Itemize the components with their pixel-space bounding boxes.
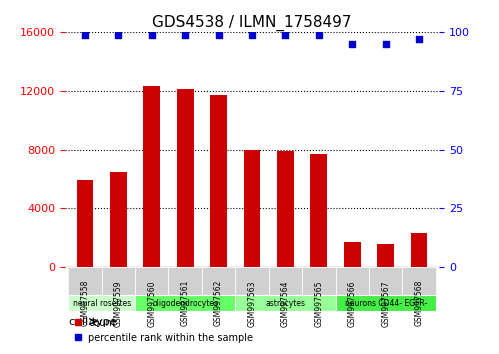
Text: astrocytes: astrocytes [265,299,305,308]
Point [281,32,289,38]
Text: GSM997564: GSM997564 [281,280,290,327]
FancyBboxPatch shape [268,267,302,296]
Text: GSM997558: GSM997558 [80,280,89,326]
FancyBboxPatch shape [335,296,436,311]
FancyBboxPatch shape [402,267,436,296]
Point [215,32,223,38]
Text: GSM997561: GSM997561 [181,280,190,326]
FancyBboxPatch shape [202,267,236,296]
Legend: count, percentile rank within the sample: count, percentile rank within the sample [70,314,257,347]
Text: oligodendrocytes: oligodendrocytes [152,299,218,308]
Text: GSM997568: GSM997568 [415,280,424,326]
Text: neural rosettes: neural rosettes [72,299,131,308]
Bar [344,242,361,267]
FancyBboxPatch shape [369,267,402,296]
Point [148,32,156,38]
FancyBboxPatch shape [302,267,335,296]
Bar [277,151,294,267]
Bar [377,244,394,267]
FancyBboxPatch shape [335,267,369,296]
Text: cell type: cell type [69,316,116,327]
Point [81,32,89,38]
Point [415,36,423,42]
FancyBboxPatch shape [236,296,335,311]
Text: GSM997565: GSM997565 [314,280,323,327]
Text: GSM997559: GSM997559 [114,280,123,327]
Text: GSM997566: GSM997566 [348,280,357,327]
Bar [411,233,428,267]
Bar [244,149,260,267]
FancyBboxPatch shape [135,296,236,311]
Text: GSM997560: GSM997560 [147,280,156,327]
Point [382,41,390,46]
Bar [143,86,160,267]
Point [114,32,122,38]
Text: GSM997563: GSM997563 [248,280,256,327]
FancyBboxPatch shape [236,267,268,296]
Bar [177,89,194,267]
Point [348,41,356,46]
Text: GSM997567: GSM997567 [381,280,390,327]
FancyBboxPatch shape [135,267,169,296]
FancyBboxPatch shape [68,267,102,296]
Point [248,32,256,38]
Point [181,32,189,38]
Bar [310,154,327,267]
FancyBboxPatch shape [169,267,202,296]
Text: neurons CD44- EGFR-: neurons CD44- EGFR- [344,299,427,308]
Point [315,32,323,38]
Bar [210,95,227,267]
FancyBboxPatch shape [68,296,135,311]
FancyBboxPatch shape [102,267,135,296]
Bar [110,172,127,267]
Bar [76,181,93,267]
Text: GSM997562: GSM997562 [214,280,223,326]
Title: GDS4538 / ILMN_1758497: GDS4538 / ILMN_1758497 [152,14,352,30]
